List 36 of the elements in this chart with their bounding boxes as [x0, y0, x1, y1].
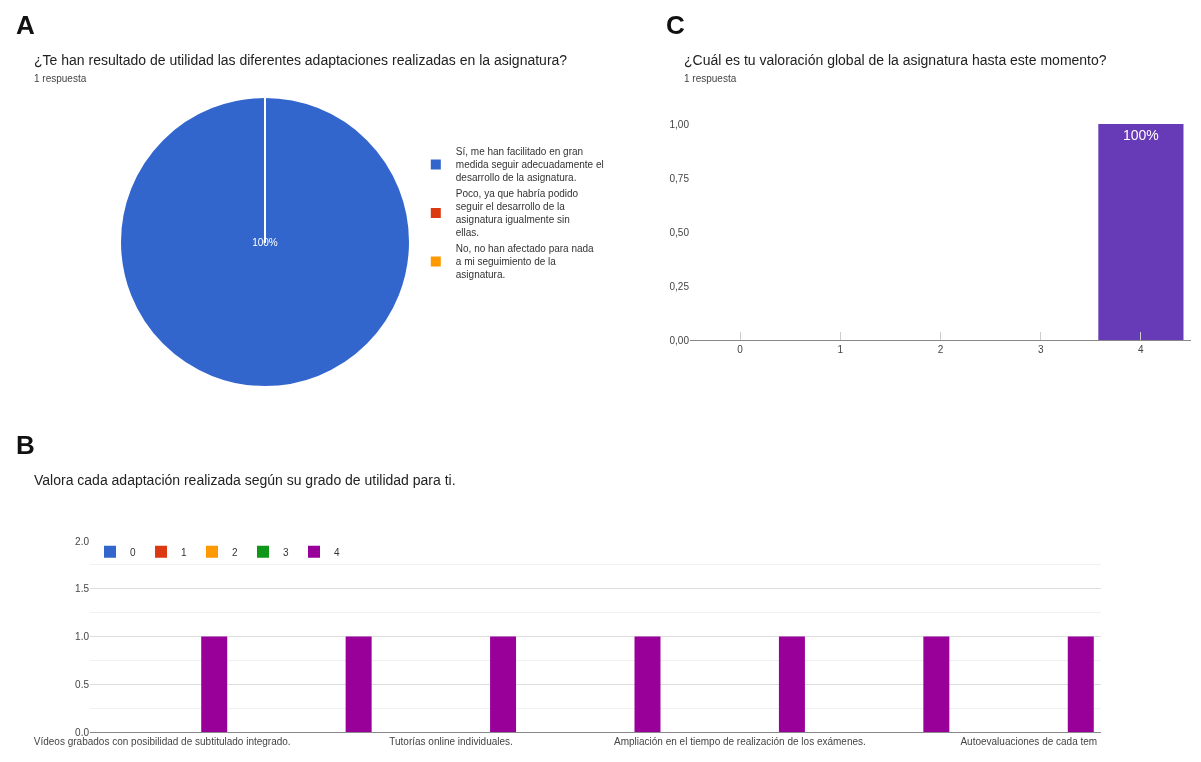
x-tick-label: Vídeos grabados con posibilidad de subtitulado integrado.: [33, 736, 291, 747]
y-tick-label: 1.0: [75, 631, 90, 642]
x-tick-label: Ampliación en el tiempo de realización de los exámenes.: [614, 736, 866, 747]
chart-subtitle: 1 respuesta: [684, 73, 738, 84]
x-tick-label: 0: [737, 344, 744, 355]
y-tick-label: 0,75: [669, 172, 690, 184]
y-tick-label: 1.5: [75, 583, 90, 595]
legend-label: 2: [232, 546, 238, 558]
chart-title: ¿Cuál es tu valoración global de la asignatura hasta este momento?: [684, 51, 1108, 70]
text: C: [666, 10, 686, 41]
x-tick-label: 3: [1037, 344, 1044, 355]
legend-label: 1: [181, 546, 187, 558]
legend-label: Poco, ya que habría podido seguir el desarrollo de la asignatura igualmente sin ellas.: [455, 188, 579, 239]
text: A: [16, 10, 36, 41]
legend-label: 3: [283, 546, 289, 558]
x-tick-label: Tutorías online individuales.: [389, 736, 513, 747]
data-label: 100%: [1123, 127, 1159, 143]
y-tick-label: 2.0: [75, 535, 90, 547]
x-tick-label: 2: [937, 344, 944, 355]
y-tick-label: 0.0: [75, 726, 90, 738]
y-tick-label: 0,00: [669, 334, 690, 346]
y-tick-label: 0.5: [75, 678, 90, 690]
x-tick-label: 4: [1138, 344, 1145, 355]
chart-subtitle: 1 respuesta: [34, 73, 88, 84]
legend-label: 0: [130, 546, 136, 558]
x-tick-label: 1: [837, 344, 844, 355]
chart-title: Valora cada adaptación realizada según su grado de utilidad para ti.: [34, 471, 457, 490]
x-tick-label: Autoevaluaciones de cada tem: [960, 736, 1098, 747]
y-tick-label: 1,00: [669, 118, 690, 130]
legend-label: No, no han afectado para nada a mi seguimiento de la asignatura.: [455, 243, 595, 281]
y-tick-label: 0,50: [669, 226, 690, 238]
text: B: [16, 430, 36, 461]
chart-title: ¿Te han resultado de utilidad las diferentes adaptaciones realizadas en la asignatura?: [34, 51, 569, 70]
legend-label: Sí, me han facilitado en gran medida seguir adecuadamente el desarrollo de la asignatura.: [455, 146, 604, 184]
legend-label: 4: [334, 546, 340, 558]
y-tick-label: 0,25: [669, 280, 690, 292]
